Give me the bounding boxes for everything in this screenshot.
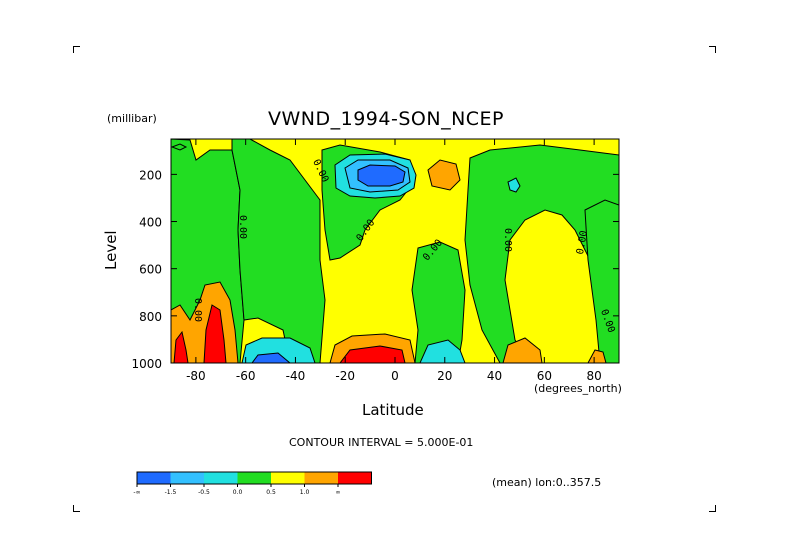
region-cyan-spot (507, 177, 521, 193)
region-red-west-a (173, 330, 189, 363)
x-tick-label: 60 (537, 369, 552, 383)
y-tick-label: 800 (139, 310, 162, 324)
colorbar-swatch (271, 472, 305, 484)
corner-mark-bottom-left (73, 505, 80, 512)
x-tick-label: 0 (391, 369, 399, 383)
region-orange-east (502, 337, 543, 363)
contour-interval-text: CONTOUR INTERVAL = 5.000E-01 (289, 436, 474, 449)
region-green-east (464, 144, 619, 363)
colorbar-label: ∞ (336, 489, 341, 496)
colorbar-swatch (304, 472, 338, 484)
chart-title: VWND_1994-SON_NCEP (268, 108, 505, 130)
mean-subtitle: (mean) lon:0..357.5 (492, 476, 602, 489)
colorbar-label: 0.5 (266, 489, 276, 496)
region-red-west-b (203, 304, 227, 363)
y-axis: 200 400 600 800 1000 (131, 168, 619, 371)
x-axis-label: Latitude (362, 401, 424, 419)
colorbar-swatch (237, 472, 271, 484)
region-green-upper (231, 139, 326, 363)
corner-mark-top-right (709, 46, 716, 53)
colorbar-label: -0.5 (198, 489, 210, 496)
zero-contour-label: 0.00 (575, 230, 590, 256)
y-tick-label: 1000 (131, 357, 162, 371)
corner-mark-top-left (73, 46, 80, 53)
x-tick-label: 20 (437, 369, 452, 383)
x-tick-label: -40 (286, 369, 306, 383)
zero-contour-label: 0.00 (237, 215, 248, 239)
region-cyan-se (419, 339, 466, 363)
y-tick-label: 400 (139, 216, 162, 230)
colorbar: -∞ -1.5 -0.5 0.0 0.5 1.0 ∞ (133, 471, 372, 496)
y-axis-units: (millibar) (107, 112, 157, 125)
x-tick-label: 80 (586, 369, 601, 383)
region-red-center (339, 345, 406, 363)
x-axis: -80 -60 -40 -20 0 20 40 60 80 (186, 139, 602, 383)
region-orange-ne (587, 349, 607, 363)
colorbar-label: -∞ (133, 489, 140, 496)
x-tick-label: -60 (236, 369, 256, 383)
y-tick-label: 600 (139, 263, 162, 277)
y-tick-label: 200 (139, 168, 162, 182)
zero-contour-label: 0.00 (192, 298, 203, 322)
colorbar-label: 0.0 (233, 489, 243, 496)
x-axis-units: (degrees_north) (534, 382, 622, 395)
colorbar-swatch (137, 472, 171, 484)
region-orange-spot (427, 159, 461, 191)
region-green-ne (584, 199, 619, 363)
x-tick-label: -20 (335, 369, 355, 383)
region-blue-sw (251, 352, 291, 363)
region-green-topleft-spot (171, 143, 188, 151)
x-tick-label: 40 (487, 369, 502, 383)
colorbar-label: 1.0 (300, 489, 310, 496)
x-tick-label: -80 (186, 369, 206, 383)
colorbar-swatch (170, 472, 204, 484)
corner-mark-bottom-right (709, 505, 716, 512)
zero-contour-label: 0.00 (502, 228, 513, 252)
colorbar-swatch (204, 472, 238, 484)
colorbar-swatch (338, 472, 372, 484)
colorbar-label: -1.5 (165, 489, 177, 496)
region-blue-upper (357, 164, 406, 187)
colorbar-frame (136, 471, 372, 485)
